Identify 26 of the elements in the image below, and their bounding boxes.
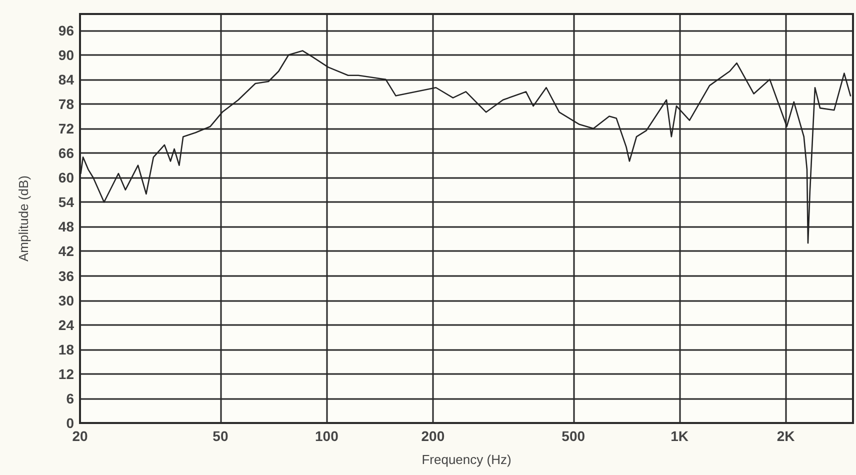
y-tick-label: 54 bbox=[58, 194, 74, 210]
y-tick-label: 60 bbox=[58, 170, 74, 186]
y-tick-label: 0 bbox=[66, 415, 74, 431]
y-tick-label: 36 bbox=[58, 268, 74, 284]
x-tick-label: 1K bbox=[670, 428, 689, 444]
y-tick-label: 72 bbox=[58, 120, 74, 137]
x-tick-label: 100 bbox=[314, 428, 339, 444]
y-tick-label: 30 bbox=[58, 292, 74, 308]
y-tick-label: 42 bbox=[58, 243, 74, 260]
y-tick-label: 90 bbox=[58, 46, 74, 63]
y-tick-label: 18 bbox=[58, 341, 74, 358]
y-tick-label: 66 bbox=[58, 145, 74, 162]
x-tick-label: 500 bbox=[562, 428, 586, 444]
x-axis-title: Frequency (Hz) bbox=[422, 452, 512, 467]
x-tick-label: 20 bbox=[72, 428, 88, 444]
y-tick-label: 84 bbox=[58, 71, 74, 88]
y-tick-label: 48 bbox=[58, 218, 74, 235]
y-tick-label: 78 bbox=[58, 96, 74, 112]
y-tick-label: 6 bbox=[66, 390, 74, 406]
y-tick-label: 96 bbox=[58, 22, 74, 38]
y-tick-label: 24 bbox=[58, 316, 74, 333]
x-tick-label: 200 bbox=[421, 428, 445, 444]
y-tick-label: 12 bbox=[58, 366, 74, 382]
x-tick-label: 50 bbox=[212, 428, 228, 444]
x-tick-label: 2K bbox=[776, 428, 795, 444]
y-axis-title: Amplitude (dB) bbox=[16, 176, 31, 262]
